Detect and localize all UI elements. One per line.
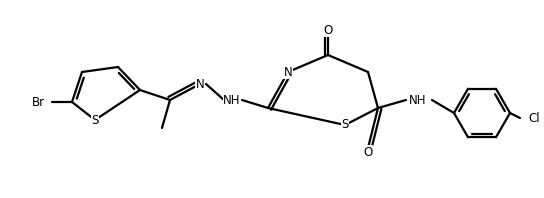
- Text: S: S: [91, 113, 98, 127]
- Text: S: S: [341, 118, 349, 131]
- Text: Cl: Cl: [528, 111, 540, 125]
- Text: NH: NH: [223, 93, 241, 107]
- Text: N: N: [196, 77, 205, 90]
- Text: Br: Br: [32, 95, 45, 109]
- Text: O: O: [323, 24, 332, 36]
- Text: N: N: [283, 66, 292, 78]
- Text: O: O: [363, 146, 373, 159]
- Text: NH: NH: [409, 93, 426, 107]
